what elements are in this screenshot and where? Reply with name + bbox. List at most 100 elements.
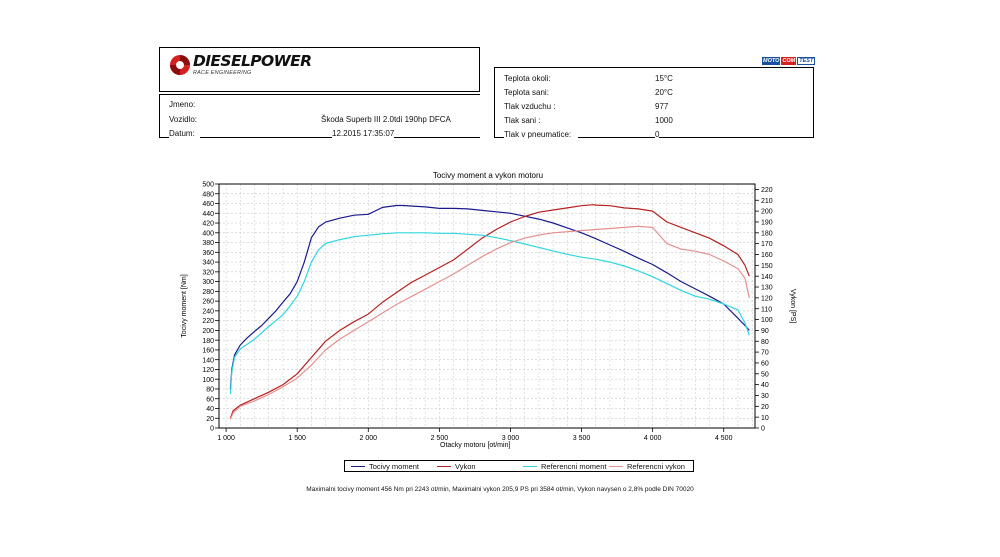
- legend-swatch: [351, 466, 365, 467]
- motocomtest-logo: MOTO COM TEST: [762, 57, 816, 65]
- x-axis: 1 000 1 500 2 000 2 500 3 000 3 500 4 000 4 500: [217, 428, 733, 442]
- condition-label: Teplota sani:: [504, 88, 549, 97]
- legend-label: Vykon: [455, 462, 476, 471]
- series-line: [229, 232, 750, 394]
- legend-item: Tocivy moment: [351, 462, 419, 471]
- y-tick-label: 80: [206, 387, 214, 394]
- vehicle-panel: Jmeno: Vozidlo: Škoda Superb III 2.0tdi …: [159, 94, 480, 138]
- x-tick-label: 1 500: [288, 435, 306, 442]
- legend-label: Referencni moment: [541, 462, 607, 471]
- y2-tick-label: 60: [761, 361, 769, 368]
- x-axis-label: Otacky motoru [ot/min]: [440, 442, 510, 449]
- plot-frame: [218, 183, 756, 429]
- turbo-logo-icon: [170, 55, 190, 75]
- y2-tick-label: 50: [761, 371, 769, 378]
- y-tick-label: 100: [202, 377, 214, 384]
- y2-tick-label: 20: [761, 404, 769, 411]
- x-tick-label: 2 500: [431, 435, 449, 442]
- y2-tick-label: 80: [761, 339, 769, 346]
- brand-part-1: MOTO: [762, 57, 781, 65]
- y2-tick-label: 40: [761, 382, 769, 389]
- y-tick-label: 440: [202, 211, 214, 218]
- y2-tick-label: 150: [761, 263, 773, 270]
- y2-tick-label: 70: [761, 350, 769, 357]
- y2-tick-label: 200: [761, 209, 773, 216]
- vehicle-label: Vozidlo:: [169, 115, 198, 124]
- logo-subtext: RACE ENGINEERING: [193, 70, 252, 76]
- y-tick-label: 420: [202, 221, 214, 228]
- chart-legend: Tocivy moment Vykon Referencni moment Re…: [344, 460, 694, 472]
- vehicle-value: Škoda Superb III 2.0tdi 190hp DFCA: [321, 115, 451, 124]
- y-tick-label: 340: [202, 260, 214, 267]
- series-line: [229, 225, 750, 420]
- x-tick-label: 4 500: [715, 435, 733, 442]
- date-value: 12.2015 17:35:07: [332, 129, 395, 138]
- y-tick-label: 280: [202, 289, 214, 296]
- y-tick-label: 400: [202, 230, 214, 237]
- series-group: [229, 204, 750, 420]
- y-tick-label: 160: [202, 348, 214, 355]
- series-line: [229, 204, 750, 390]
- y-tick-label: 200: [202, 328, 214, 335]
- y2-tick-label: 140: [761, 274, 773, 281]
- y-tick-label: 220: [202, 318, 214, 325]
- condition-label: Tlak vzduchu :: [504, 102, 556, 111]
- logo-text: DIESELPOWER: [193, 52, 312, 70]
- legend-swatch: [437, 466, 451, 467]
- y2-tick-label: 170: [761, 241, 773, 248]
- y-tick-label: 300: [202, 279, 214, 286]
- series-line: [229, 204, 750, 419]
- y2-tick-label: 120: [761, 295, 773, 302]
- y2-axis-label: Vykon [PS]: [789, 289, 796, 323]
- y-tick-label: 260: [202, 299, 214, 306]
- y-tick-label: 240: [202, 308, 214, 315]
- condition-value: 20°C: [655, 88, 673, 97]
- legend-item: Referencni moment: [523, 462, 606, 471]
- conditions-panel: Teplota okoli: 15°C Teplota sani: 20°C T…: [494, 67, 814, 139]
- condition-value: 15°C: [655, 74, 673, 83]
- pressure-underline-left: [494, 137, 504, 138]
- name-label: Jmeno:: [169, 100, 196, 109]
- y-tick-label: 140: [202, 357, 214, 364]
- y-tick-label: 480: [202, 191, 214, 198]
- chart-grid: [219, 183, 755, 429]
- y-tick-label: 380: [202, 240, 214, 247]
- condition-value: 1000: [655, 116, 673, 125]
- legend-swatch: [523, 466, 537, 467]
- y2-tick-label: 130: [761, 285, 773, 292]
- date-underline-left: [159, 137, 169, 138]
- y2-tick-label: 210: [761, 198, 773, 205]
- right-axis: 0 10 20 30 40 50 60 70 80 90 100 110 120 130 140 150 160…: [755, 187, 773, 433]
- y2-tick-label: 160: [761, 252, 773, 259]
- y-tick-label: 460: [202, 201, 214, 208]
- y-tick-label: 500: [202, 182, 214, 189]
- y-tick-label: 180: [202, 338, 214, 345]
- y2-tick-label: 220: [761, 187, 773, 194]
- legend-item: Vykon: [437, 462, 476, 471]
- y2-tick-label: 90: [761, 328, 769, 335]
- footnote: Maximalni tocivy moment 456 Nm pri 2243 …: [306, 486, 694, 493]
- legend-item: Referencni vykon: [609, 462, 685, 471]
- y-tick-label: 40: [206, 406, 214, 413]
- y2-tick-label: 190: [761, 220, 773, 227]
- y2-tick-label: 30: [761, 393, 769, 400]
- y-tick-label: 0: [210, 426, 214, 433]
- brand-part-3: TEST: [797, 57, 816, 65]
- x-tick-label: 3 500: [573, 435, 591, 442]
- y2-tick-label: 180: [761, 230, 773, 237]
- left-axis: 0 20 40 60 80 100 120 140 160 180 200 220 240 260 280 3…: [202, 182, 219, 433]
- legend-label: Referencni vykon: [627, 462, 685, 471]
- y2-tick-label: 100: [761, 317, 773, 324]
- x-tick-label: 3 000: [502, 435, 520, 442]
- condition-value: 977: [655, 102, 669, 111]
- x-tick-label: 1 000: [217, 435, 235, 442]
- condition-value: 0: [655, 130, 660, 139]
- condition-label: Teplota okoli:: [504, 74, 551, 83]
- chart-title: Tocivy moment a vykon motoru: [433, 171, 543, 180]
- legend-label: Tocivy moment: [369, 462, 420, 471]
- y-axis-label: Tocivy moment [Nm]: [181, 274, 188, 337]
- y-tick-label: 60: [206, 396, 214, 403]
- x-tick-label: 2 000: [360, 435, 378, 442]
- y2-tick-label: 0: [761, 426, 765, 433]
